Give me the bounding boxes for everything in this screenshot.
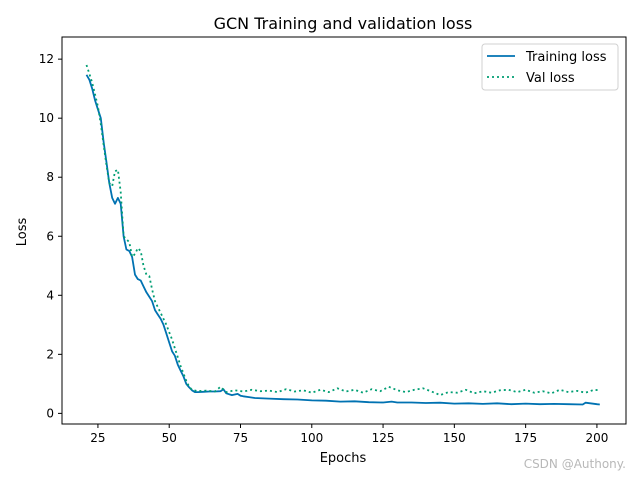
legend-val-label: Val loss bbox=[526, 71, 575, 86]
x-tick-label: 75 bbox=[233, 431, 248, 445]
y-tick-label: 6 bbox=[46, 229, 54, 243]
x-tick-label: 150 bbox=[443, 431, 466, 445]
x-tick-label: 50 bbox=[162, 431, 177, 445]
legend-training-label: Training loss bbox=[525, 50, 607, 65]
y-tick-label: 4 bbox=[46, 288, 54, 302]
x-tick-label: 200 bbox=[585, 431, 608, 445]
y-tick-label: 0 bbox=[46, 406, 54, 420]
legend: Training loss Val loss bbox=[481, 43, 619, 91]
x-tick-label: 175 bbox=[514, 431, 537, 445]
y-tick-label: 8 bbox=[46, 170, 54, 184]
y-tick-label: 2 bbox=[46, 347, 54, 361]
legend-box bbox=[481, 43, 619, 91]
x-tick-label: 25 bbox=[90, 431, 105, 445]
chart-title: GCN Training and validation loss bbox=[214, 14, 473, 33]
y-tick-label: 10 bbox=[39, 111, 54, 125]
watermark: CSDN @Authony. bbox=[523, 457, 626, 471]
y-axis-label: Loss bbox=[15, 218, 30, 247]
x-tick-label: 125 bbox=[372, 431, 395, 445]
x-tick-label: 100 bbox=[300, 431, 323, 445]
axes-frame bbox=[61, 36, 627, 425]
x-axis-label: Epochs bbox=[320, 451, 367, 466]
val-loss-line bbox=[85, 64, 600, 396]
training-loss-line bbox=[85, 74, 600, 406]
y-tick-label: 12 bbox=[39, 52, 54, 66]
